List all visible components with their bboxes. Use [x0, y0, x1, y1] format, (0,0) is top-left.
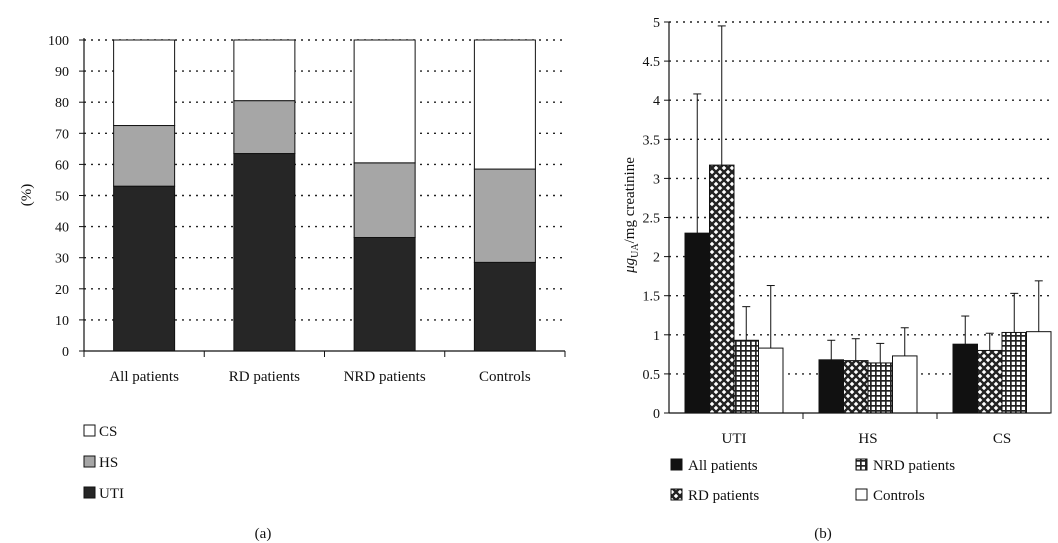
a-legend-swatch-hs	[83, 455, 96, 468]
a-x-tick-label: NRD patients	[344, 369, 426, 385]
b-y-tick-label: 4.5	[643, 55, 661, 70]
a-legend-swatch-cs	[83, 424, 96, 437]
a-y-tick-label: 100	[48, 34, 69, 49]
b-y-tick-label: 2	[653, 251, 660, 266]
b-y-tick-label: 0.5	[643, 368, 661, 383]
a-y-tick-label: 90	[55, 65, 69, 80]
b-y-tick-label: 1.5	[643, 290, 661, 305]
a-panel-label: (a)	[255, 526, 272, 542]
b-y-axis-label-rest: /mg creatinine	[622, 157, 638, 244]
b-bar-rd-patients-hs	[843, 360, 869, 414]
a-bar-uti-nrd-patients	[353, 236, 416, 352]
a-y-tick-label: 40	[55, 221, 69, 236]
a-legend-label-hs: HS	[99, 455, 118, 471]
a-y-tick-labels: 0 10 20 30 40 50 60 70 80 90 100	[48, 34, 69, 360]
a-y-tick-label: 20	[55, 283, 69, 298]
a-legend-label-cs: CS	[99, 424, 117, 440]
a-x-tick-label: RD patients	[229, 369, 300, 385]
b-legend-label-all-patients: All patients	[688, 458, 758, 474]
a-bar-cs-nrd-patients	[353, 39, 416, 164]
a-bar-cs-controls	[473, 39, 536, 170]
a-x-tick-labels: All patients RD patients NRD patients Contr…	[109, 369, 531, 385]
a-bar-cs-all-patients	[113, 39, 176, 127]
b-x-tick-label: UTI	[722, 431, 747, 447]
a-axes	[79, 38, 566, 357]
b-x-tick-labels: UTI HS CS	[722, 431, 1012, 447]
b-x-tick-label: HS	[858, 431, 877, 447]
b-y-tick-label: 0	[653, 407, 660, 422]
b-y-tick-labels: 0 0.5 1 1.5 2 2.5 3 3.5 4 4.5 5	[643, 16, 661, 422]
b-legend: All patients NRD patients RD patients Contr…	[670, 458, 955, 504]
panel-a-stacked-chart: 0 10 20 30 40 50 60 70 80 90 100 All patients RD pa…	[19, 34, 566, 542]
a-bar-hs-rd-patients	[233, 100, 296, 155]
b-y-axis-label: μgUA/mg creatinine	[622, 157, 641, 274]
b-error-bars	[693, 25, 1043, 363]
b-bar-controls-cs	[1026, 331, 1052, 414]
a-y-tick-label: 30	[55, 252, 69, 267]
a-bar-hs-all-patients	[113, 125, 176, 187]
b-y-axis-label-sub: UA	[630, 243, 641, 258]
b-y-tick-label: 4	[653, 94, 660, 109]
b-y-axis-label-main: μg	[622, 257, 638, 274]
a-y-tick-label: 60	[55, 158, 69, 173]
a-y-axis-label: (%)	[19, 184, 35, 207]
b-legend-swatch-all-patients	[670, 458, 683, 471]
b-legend-swatch-controls	[855, 488, 868, 501]
b-bar-nrd-patients-hs	[867, 362, 893, 414]
a-bar-uti-rd-patients	[233, 153, 296, 352]
a-y-tick-label: 10	[55, 314, 69, 329]
a-x-tick-label: Controls	[479, 369, 531, 385]
b-bar-nrd-patients-uti	[733, 339, 759, 414]
a-bar-uti-all-patients	[113, 185, 176, 352]
a-y-tick-label: 50	[55, 190, 69, 205]
b-y-tick-label: 3.5	[643, 133, 661, 148]
b-bar-rd-patients-uti	[709, 164, 735, 414]
b-y-tick-label: 1	[653, 329, 660, 344]
b-bar-all-patients-hs	[818, 359, 844, 414]
a-legend-label-uti: UTI	[99, 486, 124, 502]
panel-b-grouped-chart: 0 0.5 1 1.5 2 2.5 3 3.5 4 4.5 5 UTI HS CS μgUA/mg cr…	[622, 16, 1052, 542]
a-y-tick-label: 70	[55, 127, 69, 142]
b-legend-swatch-rd-patients	[670, 488, 683, 501]
b-bars	[684, 164, 1052, 414]
b-y-tick-label: 2.5	[643, 212, 661, 227]
a-bar-uti-controls	[473, 261, 536, 352]
a-bar-hs-nrd-patients	[353, 162, 416, 238]
b-panel-label: (b)	[814, 526, 832, 542]
b-legend-label-rd-patients: RD patients	[688, 488, 759, 504]
b-y-tick-label: 5	[653, 16, 660, 31]
a-bars	[113, 39, 536, 352]
b-bar-rd-patients-cs	[977, 349, 1003, 414]
b-bar-controls-uti	[758, 347, 784, 414]
b-bar-all-patients-uti	[684, 232, 710, 414]
a-legend-swatch-uti	[83, 486, 96, 499]
b-y-tick-label: 3	[653, 172, 660, 187]
b-bar-all-patients-cs	[952, 343, 978, 414]
a-y-tick-label: 0	[62, 345, 69, 360]
b-bar-controls-hs	[892, 355, 918, 414]
b-bar-nrd-patients-cs	[1001, 331, 1027, 414]
a-legend: CS HS UTI	[83, 424, 124, 502]
b-legend-swatch-nrd-patients	[855, 458, 868, 471]
b-legend-label-nrd-patients: NRD patients	[873, 458, 955, 474]
a-x-tick-label: All patients	[109, 369, 179, 385]
b-x-tick-label: CS	[993, 431, 1011, 447]
b-axes	[664, 21, 1050, 419]
b-legend-label-controls: Controls	[873, 488, 925, 504]
a-y-tick-label: 80	[55, 96, 69, 111]
a-bar-cs-rd-patients	[233, 39, 296, 102]
a-bar-hs-controls	[473, 168, 536, 263]
